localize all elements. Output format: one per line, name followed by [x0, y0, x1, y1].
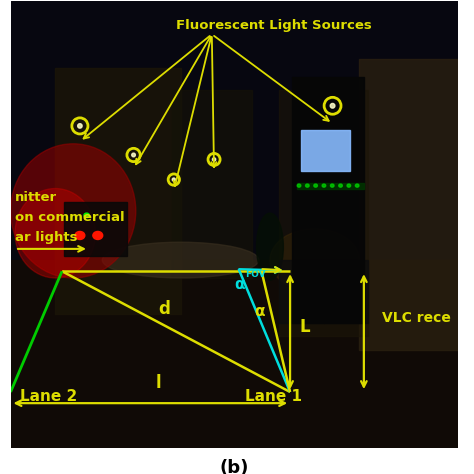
Text: α: α: [234, 277, 245, 292]
Text: Fluorescent Light Sources: Fluorescent Light Sources: [176, 19, 372, 32]
Ellipse shape: [102, 242, 259, 278]
Bar: [297, 183, 364, 189]
Ellipse shape: [347, 184, 351, 187]
Ellipse shape: [84, 213, 89, 218]
Bar: [292, 77, 364, 323]
Bar: [55, 68, 181, 314]
Bar: [301, 130, 350, 171]
Text: nitter: nitter: [15, 191, 57, 204]
Bar: [10, 260, 458, 448]
Bar: [324, 260, 368, 323]
Ellipse shape: [212, 158, 216, 161]
Text: FOV: FOV: [246, 270, 266, 279]
Ellipse shape: [297, 184, 301, 187]
Text: Lane 1: Lane 1: [246, 389, 302, 404]
Text: l: l: [155, 374, 161, 392]
Ellipse shape: [172, 178, 175, 181]
Ellipse shape: [330, 103, 335, 108]
Ellipse shape: [75, 231, 85, 239]
Ellipse shape: [132, 153, 136, 157]
Bar: [359, 59, 458, 349]
Ellipse shape: [78, 124, 82, 128]
Text: (b): (b): [219, 459, 249, 474]
Ellipse shape: [330, 184, 334, 187]
Text: ar lights: ar lights: [15, 231, 78, 244]
Ellipse shape: [339, 184, 342, 187]
Ellipse shape: [356, 184, 359, 187]
Ellipse shape: [306, 184, 309, 187]
Bar: [172, 90, 252, 278]
Bar: [10, 0, 458, 260]
Ellipse shape: [314, 184, 318, 187]
Bar: [279, 90, 368, 336]
Ellipse shape: [15, 189, 96, 278]
Text: on commercial: on commercial: [15, 211, 125, 224]
Text: d: d: [158, 300, 170, 318]
Ellipse shape: [256, 213, 283, 280]
Ellipse shape: [93, 231, 103, 239]
Bar: [279, 260, 324, 323]
Text: L: L: [299, 318, 310, 336]
Text: Lane 2: Lane 2: [19, 389, 77, 404]
Text: VLC rece: VLC rece: [382, 311, 451, 325]
Ellipse shape: [322, 184, 326, 187]
Text: α: α: [255, 304, 265, 319]
Ellipse shape: [270, 229, 359, 292]
Ellipse shape: [10, 144, 136, 278]
Bar: [64, 202, 127, 255]
